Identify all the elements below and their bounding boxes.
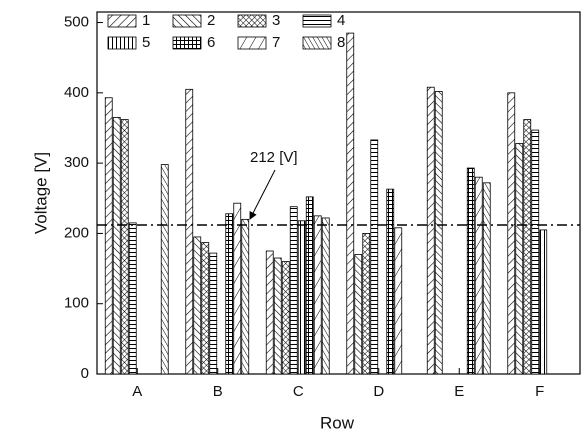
legend-swatch: [172, 14, 202, 28]
y-tick-label: 0: [81, 365, 89, 382]
bar: [482, 182, 491, 375]
bar: [434, 91, 443, 375]
bar: [273, 257, 282, 375]
bar: [233, 202, 242, 375]
bar: [281, 261, 290, 375]
bar: [539, 229, 548, 375]
y-tick-label: 100: [64, 295, 89, 312]
bar: [104, 97, 113, 375]
bar: [386, 188, 395, 375]
legend-label: 6: [207, 34, 215, 51]
bar: [305, 196, 314, 375]
legend-swatch: [302, 14, 332, 28]
x-tick-label: B: [213, 383, 223, 400]
bar: [193, 236, 202, 375]
x-axis-label: Row: [320, 413, 355, 432]
bar: [321, 217, 330, 375]
bar: [160, 164, 169, 375]
plot-frame: [96, 11, 581, 375]
legend-swatch: [172, 36, 202, 50]
y-axis-label: Voltage [V]: [31, 152, 50, 234]
bar: [289, 206, 298, 375]
bar: [426, 86, 435, 375]
legend-label: 3: [272, 12, 280, 29]
legend-swatch: [302, 36, 332, 50]
legend-label: 8: [337, 34, 345, 51]
x-tick-label: A: [132, 383, 142, 400]
legend-label: 4: [337, 12, 345, 29]
x-tick-label: F: [535, 383, 544, 400]
annotation-arrow: [249, 169, 276, 220]
bar: [201, 242, 210, 375]
bar: [507, 92, 516, 375]
bar: [185, 88, 194, 375]
bar: [531, 129, 540, 375]
y-tick-label: 300: [64, 154, 89, 171]
y-tick-label: 500: [64, 14, 89, 31]
bar: [523, 119, 532, 375]
legend-swatch: [107, 36, 137, 50]
legend-label: 7: [272, 34, 280, 51]
bar: [225, 213, 234, 375]
bar: [209, 252, 218, 375]
legend-label: 5: [142, 34, 150, 51]
bar: [128, 222, 137, 375]
bar: [370, 139, 379, 375]
y-tick-label: 200: [64, 224, 89, 241]
legend-swatch: [237, 14, 267, 28]
bar: [515, 143, 524, 375]
bar: [394, 227, 403, 375]
bar: [297, 220, 306, 375]
bar: [362, 233, 371, 375]
bar: [313, 215, 322, 375]
y-tick-label: 400: [64, 84, 89, 101]
bar: [466, 167, 475, 375]
bar: [354, 254, 363, 375]
legend-swatch: [107, 14, 137, 28]
bar: [120, 119, 129, 375]
legend-label: 2: [207, 12, 215, 29]
bar: [265, 250, 274, 375]
legend-swatch: [237, 36, 267, 50]
legend-label: 1: [142, 12, 150, 29]
x-tick-label: E: [454, 383, 464, 400]
bar: [474, 176, 483, 375]
bar: [346, 32, 355, 375]
x-tick-label: D: [373, 383, 384, 400]
bar: [112, 117, 121, 375]
reference-label: 212 [V]: [250, 149, 298, 166]
x-tick-label: C: [293, 383, 304, 400]
bar: [241, 218, 250, 375]
